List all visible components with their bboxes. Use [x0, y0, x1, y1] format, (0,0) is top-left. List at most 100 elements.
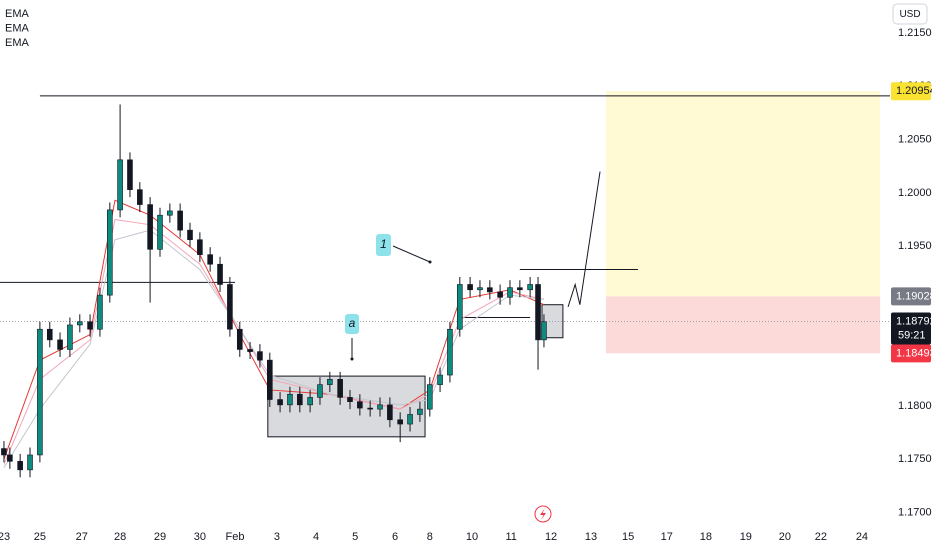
- candle-body: [1, 448, 7, 456]
- candle-body: [277, 399, 283, 406]
- candle-body: [177, 210, 183, 231]
- ema-line: [3, 199, 545, 460]
- x-tick-label: 30: [194, 531, 206, 543]
- candle-body: [57, 339, 63, 350]
- candle-body: [457, 284, 463, 330]
- x-tick-label: 12: [545, 531, 557, 543]
- range-box: [267, 375, 426, 438]
- candle-body: [535, 284, 541, 341]
- loss-zone: [605, 296, 881, 354]
- price-tag-label: 1.20954: [896, 85, 932, 97]
- candle-body: [87, 321, 93, 330]
- annotation-label: a: [349, 316, 356, 330]
- candle-body: [197, 239, 203, 255]
- candle-body: [76, 321, 83, 326]
- x-tick-label: 18: [700, 531, 712, 543]
- candle-body: [97, 294, 103, 330]
- y-tick-label: 1.17500: [898, 453, 932, 465]
- x-tick-label: 20: [779, 531, 791, 543]
- candle-body: [407, 414, 413, 425]
- profit-zone: [605, 91, 881, 297]
- x-tick-label: 27: [76, 531, 88, 543]
- candle-body: [17, 461, 23, 471]
- x-tick-label: Feb: [226, 531, 245, 543]
- candle-body: [541, 321, 547, 341]
- candle-body: [37, 328, 43, 456]
- candle-body: [327, 378, 333, 385]
- annotation-arrow-head: [350, 357, 354, 361]
- x-tick-label: 3: [274, 531, 280, 543]
- candle-body: [517, 287, 523, 291]
- y-tick-label: 1.20500: [898, 133, 932, 145]
- y-tick-label: 1.17000: [898, 506, 932, 518]
- x-tick-label: 29: [154, 531, 166, 543]
- candle-body: [247, 349, 253, 352]
- candle-body: [227, 284, 233, 330]
- plot-area: [0, 91, 890, 478]
- x-tick-label: 28: [114, 531, 126, 543]
- x-tick-label: 8: [427, 531, 433, 543]
- candle-body: [7, 454, 13, 462]
- candle-body: [117, 159, 123, 211]
- candle-body: [347, 397, 353, 402]
- candle-body: [127, 159, 133, 190]
- candle-body: [377, 404, 383, 410]
- x-tick-label: 6: [392, 531, 398, 543]
- candle-body: [46, 328, 53, 341]
- candle-body: [287, 393, 293, 406]
- x-tick-label: 25: [34, 531, 46, 543]
- legend-label: EMA: [5, 8, 30, 20]
- candle-body: [487, 287, 493, 293]
- y-tick-label: 1.21500: [898, 27, 932, 39]
- candle-body: [337, 378, 343, 398]
- candle-body: [307, 397, 313, 406]
- candle-body: [217, 263, 223, 285]
- candle-body: [236, 328, 243, 350]
- candle-body: [147, 204, 153, 250]
- candle-body: [447, 328, 453, 376]
- y-tick-label: 1.19500: [898, 240, 932, 252]
- candle-body: [317, 384, 323, 398]
- candle-body: [67, 324, 73, 350]
- x-tick-label: 15: [622, 531, 634, 543]
- annotation-box[interactable]: [376, 234, 391, 256]
- candle-body: [27, 454, 33, 471]
- x-tick-label: 22: [815, 531, 827, 543]
- countdown-label: 59:21: [898, 329, 926, 341]
- y-tick-label: 1.20000: [898, 187, 932, 199]
- candle-body: [507, 287, 513, 298]
- legend-label: EMA: [5, 22, 30, 34]
- candle-body: [297, 393, 303, 406]
- candle-body: [107, 209, 113, 296]
- overlay: 1 a USD: [345, 3, 928, 523]
- event-icon-bolt: [540, 508, 546, 520]
- axes: 1.215001.210001.205001.200001.195001.190…: [0, 8, 932, 543]
- annotation-box[interactable]: [345, 314, 359, 334]
- x-tick-label: 23: [0, 531, 10, 543]
- ema-line: [3, 218, 545, 465]
- x-tick-label: 17: [661, 531, 673, 543]
- price-tag-label: 1.19028: [896, 290, 932, 302]
- x-tick-label: 19: [740, 531, 752, 543]
- price-tag: [891, 344, 931, 363]
- price-tag: [891, 312, 931, 345]
- x-tick-label: 13: [585, 531, 597, 543]
- currency-box[interactable]: [892, 3, 928, 25]
- annotation-arrow: [392, 245, 431, 263]
- price-tag-label: 1.18792: [896, 315, 932, 327]
- candle-body: [417, 408, 423, 415]
- y-tick-label: 1.18000: [898, 400, 932, 412]
- legend-label: EMA: [5, 37, 30, 49]
- candle-body: [477, 287, 483, 291]
- candle-body: [187, 229, 193, 241]
- candle-body: [497, 291, 503, 298]
- x-tick-label: 10: [466, 531, 478, 543]
- candle-body: [267, 359, 273, 400]
- candle-body: [257, 351, 263, 361]
- candle-body: [387, 404, 393, 421]
- candle-body: [357, 401, 363, 409]
- candle-body: [467, 284, 473, 291]
- x-tick-label: 11: [505, 531, 516, 543]
